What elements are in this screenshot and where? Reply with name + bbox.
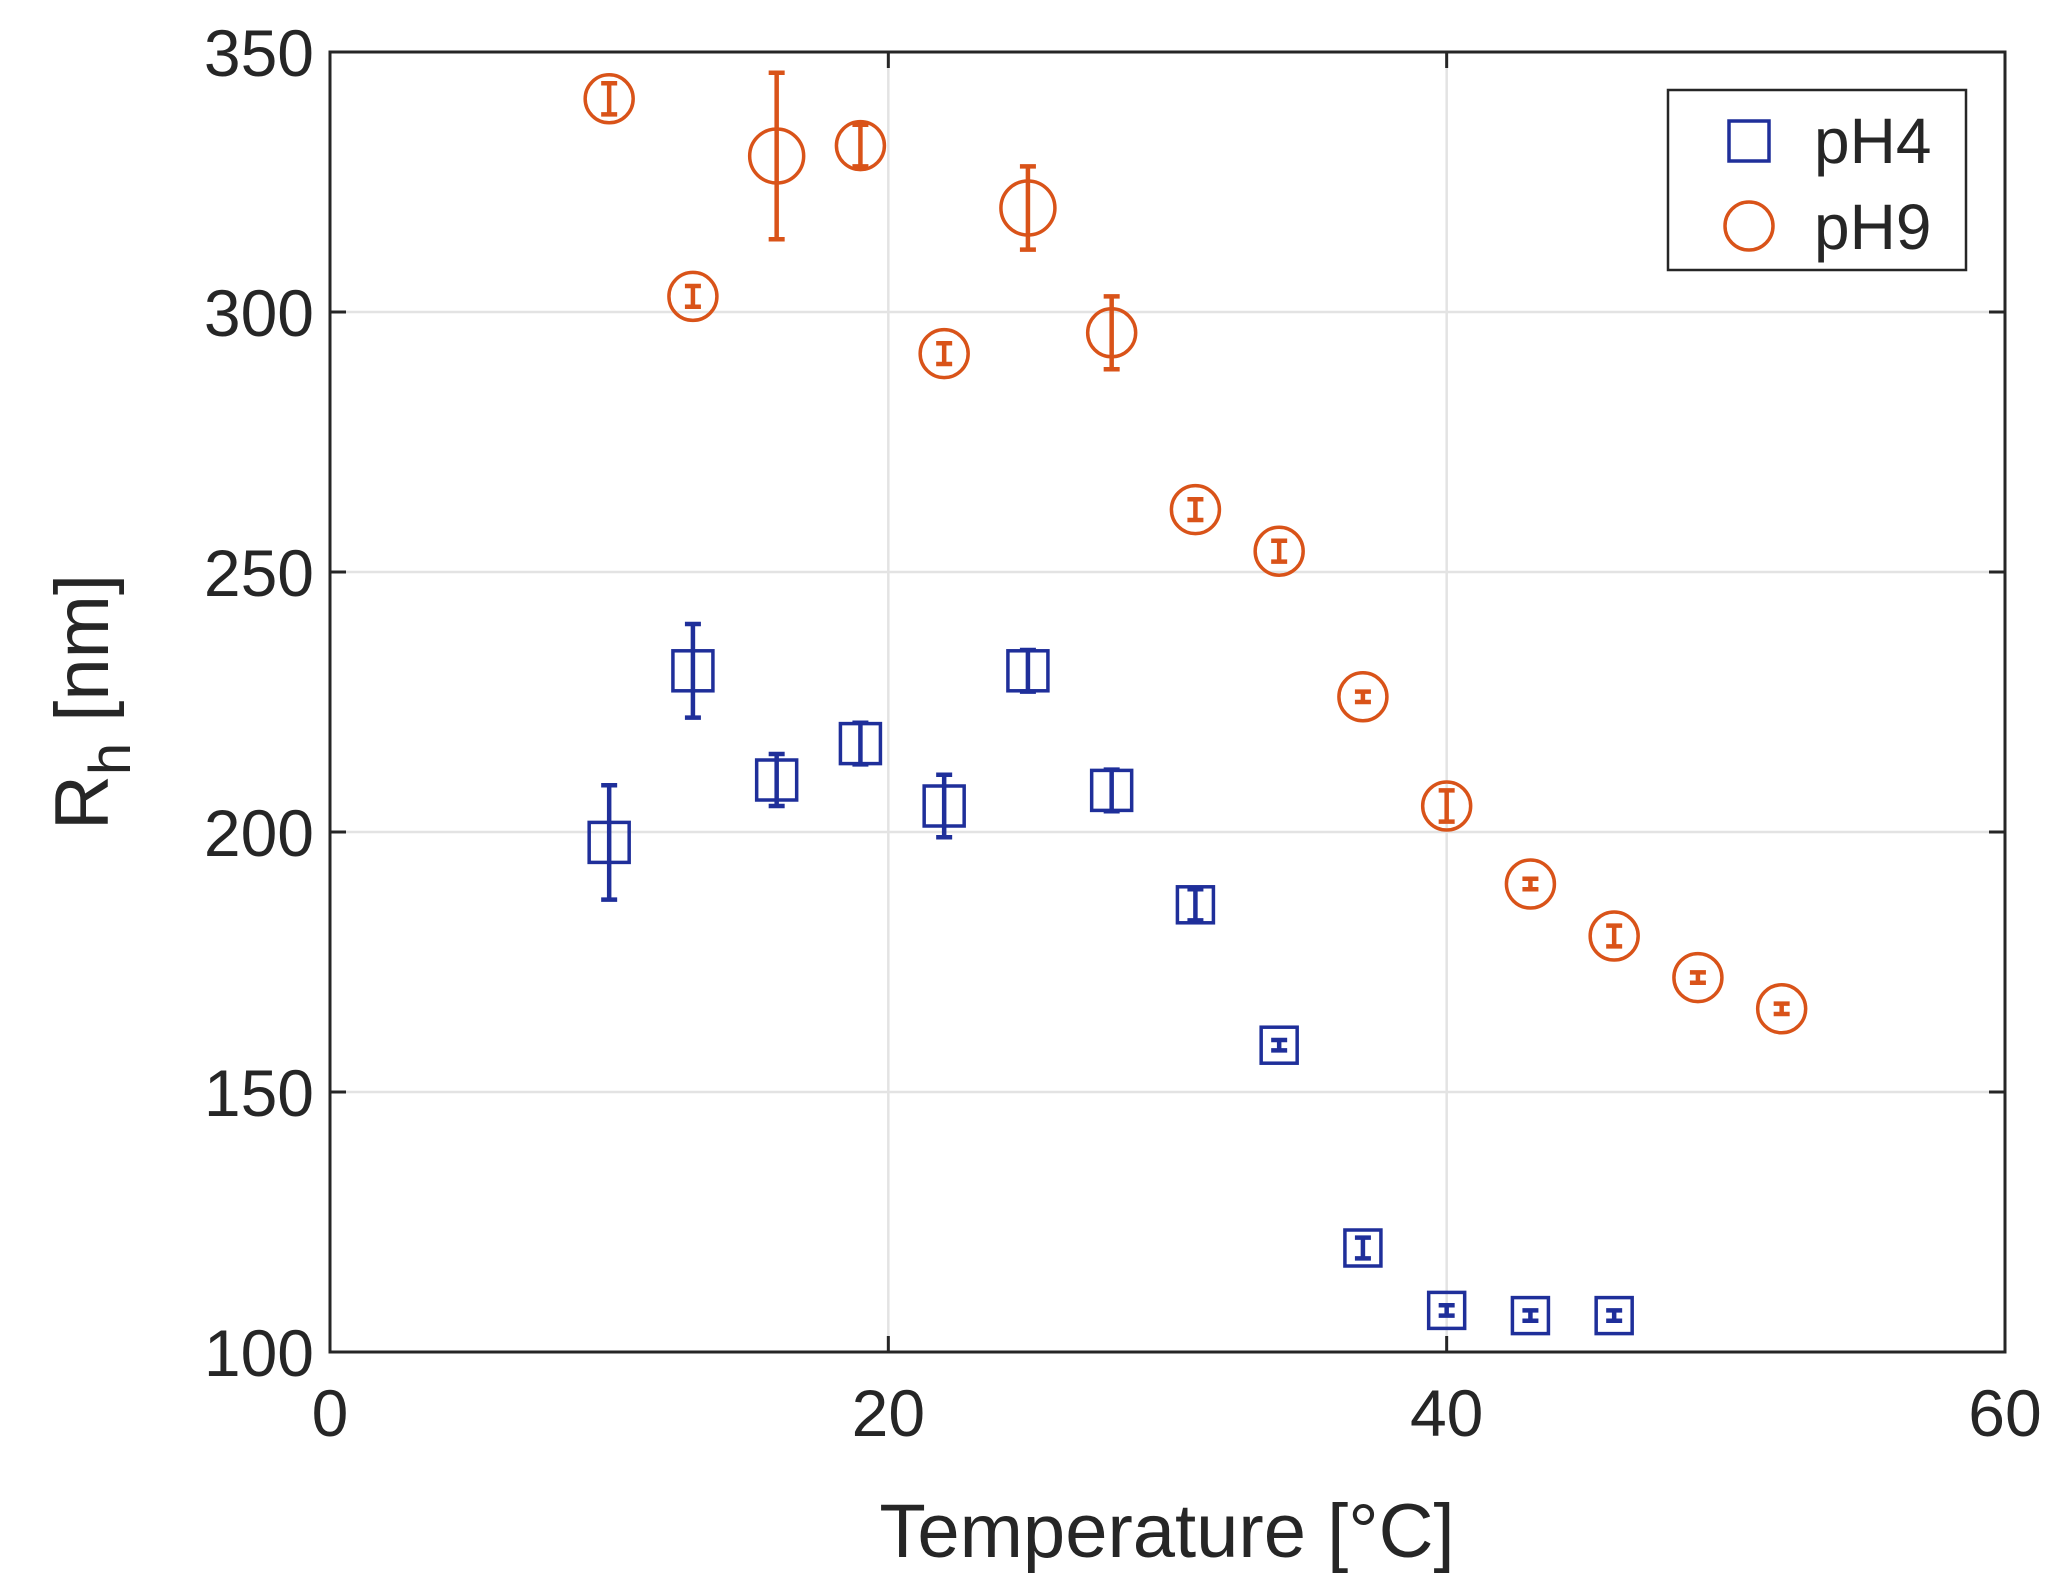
y-tick-label: 350 [204,16,314,90]
x-axis-title: Temperature [°C] [879,1489,1454,1574]
circle-marker [834,119,887,172]
data-point [834,119,887,172]
circle-marker [1755,983,1808,1035]
circle-marker [747,127,806,185]
legend-label-ph9: pH9 [1814,191,1931,263]
square-marker [1510,1295,1551,1336]
y-tick-label: 250 [204,536,314,610]
circle-marker [667,270,719,323]
data-point [1755,983,1808,1035]
plot-frame [328,50,2007,1354]
data-point [1085,294,1138,372]
circle-marker [1588,910,1640,962]
y-axis-title-subscript: h [78,743,143,775]
y-axis-title-main: R [40,775,125,830]
y-tick-label: 150 [204,1056,314,1130]
circle-marker [1420,780,1473,832]
data-point [1089,767,1134,814]
x-tick-label: 0 [312,1376,349,1450]
circle-marker [1337,671,1389,723]
data-point [583,73,635,125]
circle-marker [1504,858,1557,910]
legend-marker-ph9 [1723,200,1775,252]
square-marker [1089,768,1134,813]
data-point [838,720,883,767]
y-tick-label: 100 [204,1316,314,1390]
y-tick-label: 300 [204,276,314,350]
square-marker [671,649,715,693]
data-point [671,621,715,720]
data-point [1006,647,1050,694]
data-point [667,270,719,323]
legend-label-ph4: pH4 [1814,105,1931,177]
data-point [1169,483,1222,536]
x-tick-label: 20 [852,1376,925,1450]
square-marker [1259,1025,1299,1065]
data-point [1259,1025,1299,1065]
square-marker [922,784,966,828]
square-marker [1175,885,1216,925]
circle-marker [1169,483,1222,536]
data-point [1420,780,1473,832]
circle-marker [1672,951,1724,1004]
data-point [922,772,966,840]
circle-marker [999,179,1057,237]
data-point [1337,671,1389,723]
legend-box [1666,88,1968,272]
x-tick-label: 60 [1968,1376,2041,1450]
square-marker [1594,1295,1634,1336]
circle-marker [918,327,970,380]
data-series [583,70,1808,1336]
data-point [999,164,1057,252]
legend-marker-ph4 [1727,119,1771,163]
data-point [1504,858,1557,910]
data-point [1253,525,1305,577]
tick-labels: 0 20 40 60 100 150 200 250 300 350 [204,16,2042,1450]
circle-marker [1253,525,1305,577]
data-point [1672,951,1724,1004]
square-marker [1343,1228,1383,1268]
data-point [1510,1295,1551,1336]
data-point [754,751,799,809]
legend: pH4 pH9 [1666,88,1968,272]
data-point [747,70,806,242]
y-tick-label: 200 [204,796,314,870]
x-tick-label: 40 [1410,1376,1483,1450]
data-point [1426,1290,1467,1331]
data-point [587,782,631,902]
series-ph9 [583,70,1808,1035]
series-ph4 [587,621,1634,1336]
circle-marker [1085,307,1138,359]
square-marker [1006,649,1050,693]
square-marker [838,721,883,766]
data-point [1588,910,1640,962]
svg-text:Rh [nm]: Rh [nm] [40,574,143,830]
circle-marker [583,73,635,125]
y-axis-title: Rh [nm] [40,574,143,830]
square-marker [587,820,631,865]
data-point [1594,1295,1634,1336]
square-marker [1426,1290,1467,1331]
square-marker [754,758,799,802]
data-point [918,327,970,380]
data-point [1175,885,1216,925]
y-axis-title-unit: [nm] [40,574,125,722]
axis-ticks [328,50,2007,1354]
data-point [1343,1228,1383,1268]
